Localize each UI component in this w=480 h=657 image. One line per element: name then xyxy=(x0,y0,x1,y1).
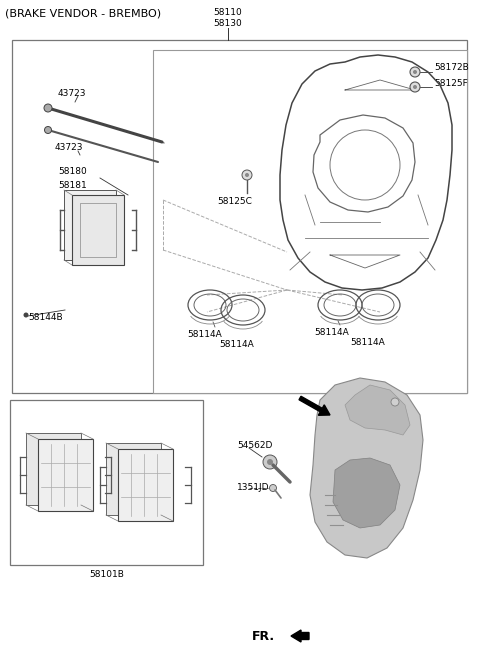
Text: 58125C: 58125C xyxy=(217,198,252,206)
Text: 43723: 43723 xyxy=(58,89,86,97)
Text: 58110: 58110 xyxy=(214,8,242,17)
Circle shape xyxy=(410,67,420,77)
Circle shape xyxy=(24,313,28,317)
Circle shape xyxy=(45,127,51,133)
Text: 58180: 58180 xyxy=(58,168,87,177)
Polygon shape xyxy=(333,458,400,528)
Polygon shape xyxy=(64,190,116,260)
Circle shape xyxy=(267,459,273,465)
Polygon shape xyxy=(345,385,410,435)
Circle shape xyxy=(413,85,417,89)
Text: 43723: 43723 xyxy=(55,143,84,152)
Text: 1351JD: 1351JD xyxy=(237,484,269,493)
Text: 58130: 58130 xyxy=(214,19,242,28)
Bar xyxy=(12,40,467,393)
Text: FR.: FR. xyxy=(252,631,275,643)
Circle shape xyxy=(410,82,420,92)
Circle shape xyxy=(242,170,252,180)
Text: 58101B: 58101B xyxy=(90,570,124,579)
Text: 58114A: 58114A xyxy=(314,328,349,337)
Circle shape xyxy=(413,70,417,74)
Polygon shape xyxy=(72,195,124,265)
Text: 58172B: 58172B xyxy=(434,64,469,72)
Text: 58181: 58181 xyxy=(58,181,87,189)
Text: 58125F: 58125F xyxy=(434,78,468,87)
Circle shape xyxy=(391,398,399,406)
Circle shape xyxy=(269,484,276,491)
Bar xyxy=(153,50,467,393)
Text: 58114A: 58114A xyxy=(350,338,385,347)
FancyArrow shape xyxy=(299,396,330,415)
Polygon shape xyxy=(26,433,81,505)
Text: 54562D: 54562D xyxy=(237,440,272,449)
Text: 58144B: 58144B xyxy=(28,313,62,323)
Text: (BRAKE VENDOR - BREMBO): (BRAKE VENDOR - BREMBO) xyxy=(5,8,161,18)
Text: 58114A: 58114A xyxy=(220,340,254,349)
Circle shape xyxy=(44,104,52,112)
Bar xyxy=(10,400,203,565)
Circle shape xyxy=(245,173,249,177)
Circle shape xyxy=(263,455,277,469)
Polygon shape xyxy=(106,443,161,515)
Polygon shape xyxy=(118,449,173,521)
Polygon shape xyxy=(310,378,423,558)
Bar xyxy=(80,203,116,257)
Polygon shape xyxy=(38,439,93,511)
Text: 58114A: 58114A xyxy=(188,330,222,339)
FancyArrow shape xyxy=(291,630,309,642)
